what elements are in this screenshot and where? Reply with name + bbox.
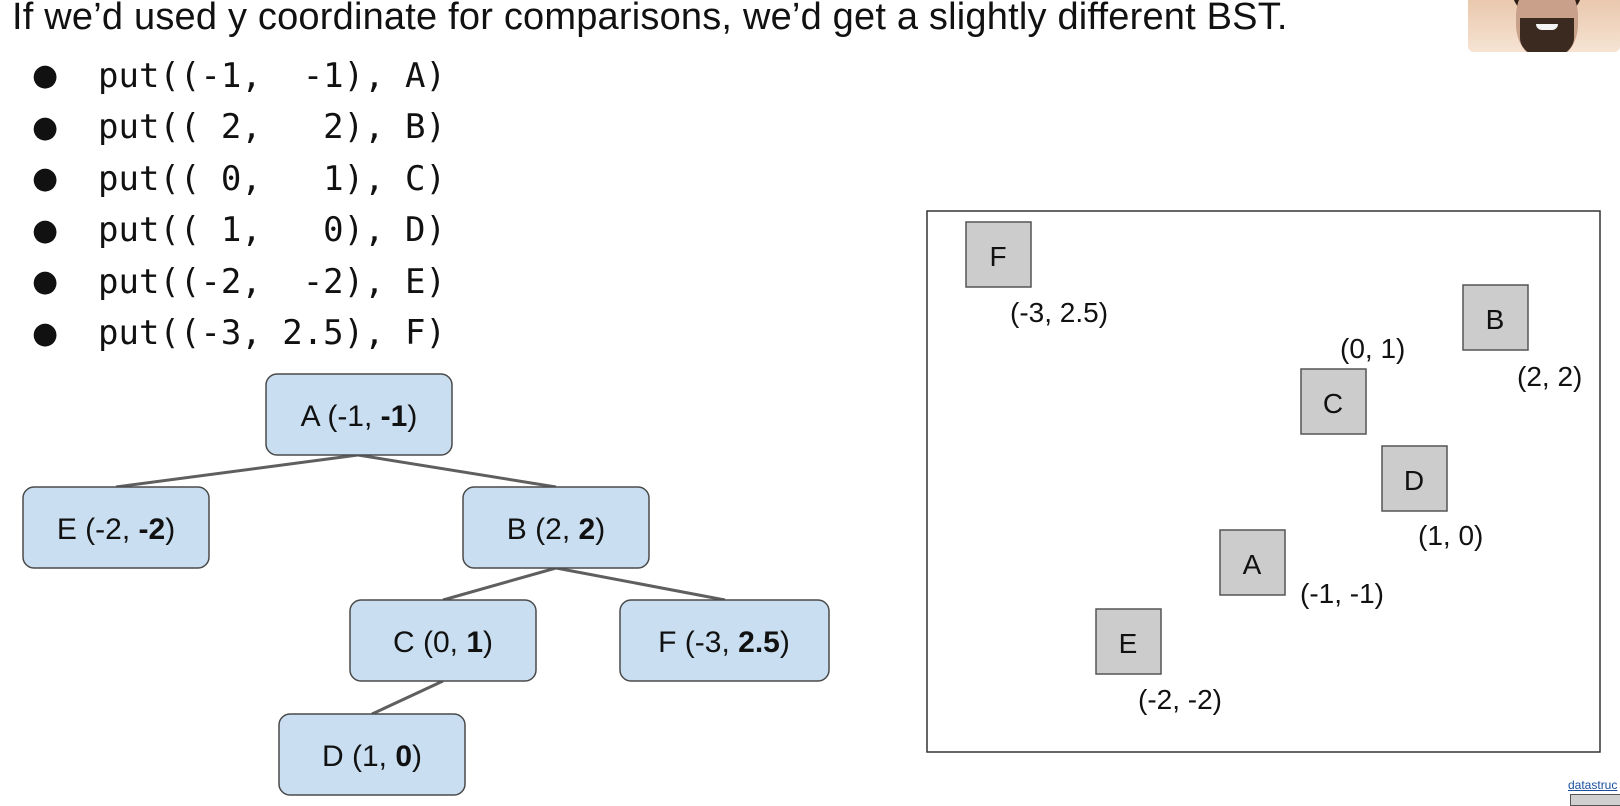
point-b: B (2, 2) [1462, 284, 1582, 392]
tree-node-e: E (-2, -2) [22, 486, 210, 569]
put-calls-list: ● put((-1, -1), A) ● put(( 2, 2), B) ● put(… [30, 50, 446, 359]
point-label: A [1243, 549, 1262, 580]
point-label: C [1323, 388, 1343, 419]
point-f: F (-3, 2.5) [965, 221, 1108, 328]
point-coordinate: (-2, -2) [1138, 684, 1222, 715]
put-call-item: ● put((-2, -2), E) [30, 256, 446, 308]
put-call-text: put((-1, -1), A) [98, 55, 446, 96]
bullet-icon: ● [32, 212, 59, 248]
tree-edge-a-b [357, 453, 557, 489]
tree-edge-b-c [442, 566, 557, 602]
tree-node-f: F (-3, 2.5) [619, 599, 830, 682]
tree-node-a: A (-1, -1) [265, 373, 453, 456]
put-call-item: ● put((-3, 2.5), F) [30, 308, 446, 360]
put-call-item: ● put((-1, -1), A) [30, 50, 446, 102]
tree-node-d: D (1, 0) [278, 713, 466, 796]
footer-watermark[interactable]: datastruc [1568, 778, 1618, 792]
tree-edge-a-e [115, 453, 359, 489]
put-call-item: ● put(( 2, 2), B) [30, 102, 446, 154]
tree-node-c: C (0, 1) [349, 599, 537, 682]
bullet-icon: ● [32, 109, 59, 145]
point-coordinate: (0, 1) [1340, 333, 1405, 364]
svg-text:E (-2, -2): E (-2, -2) [57, 513, 175, 546]
put-call-text: put(( 2, 2), B) [98, 107, 446, 148]
point-label: B [1486, 304, 1505, 335]
bst-tree-diagram: A (-1, -1) E (-2, -2) B (2, 2) C (0, 1) … [22, 373, 830, 796]
put-call-text: put((-3, 2.5), F) [98, 313, 446, 354]
put-call-item: ● put(( 1, 0), D) [30, 205, 446, 257]
bullet-icon: ● [32, 315, 59, 351]
put-call-text: put(( 0, 1), C) [98, 158, 446, 199]
license-badge-icon [1570, 794, 1620, 806]
put-call-text: put(( 1, 0), D) [98, 210, 446, 251]
point-c: C (0, 1) [1300, 333, 1405, 435]
point-coordinate: (2, 2) [1517, 361, 1582, 392]
bullet-icon: ● [32, 58, 59, 94]
put-call-item: ● put(( 0, 1), C) [30, 153, 446, 205]
svg-text:A (-1, -1): A (-1, -1) [301, 400, 418, 433]
bullet-icon: ● [32, 161, 59, 197]
point-d: D (1, 0) [1381, 445, 1483, 551]
coordinate-plane: F (-3, 2.5) B (2, 2) C (0, 1) D (1, 0) A… [926, 210, 1601, 753]
point-coordinate: (-1, -1) [1300, 578, 1384, 609]
tree-edge-c-d [371, 679, 444, 716]
tree-node-b: B (2, 2) [462, 486, 650, 569]
point-a: A (-1, -1) [1219, 529, 1384, 609]
point-label: E [1119, 628, 1138, 659]
svg-text:B (2, 2): B (2, 2) [507, 513, 605, 546]
svg-text:C (0, 1): C (0, 1) [393, 626, 493, 659]
point-e: E (-2, -2) [1095, 608, 1222, 715]
bullet-icon: ● [32, 264, 59, 300]
point-label: F [989, 241, 1006, 272]
svg-text:F (-3, 2.5): F (-3, 2.5) [658, 626, 790, 659]
svg-text:D (1, 0): D (1, 0) [322, 740, 422, 773]
slide-title: If we’d used y coordinate for comparison… [12, 0, 1288, 38]
point-label: D [1404, 465, 1424, 496]
tree-edge-b-f [555, 566, 726, 602]
put-call-text: put((-2, -2), E) [98, 261, 446, 302]
point-coordinate: (-3, 2.5) [1010, 297, 1108, 328]
point-coordinate: (1, 0) [1418, 520, 1483, 551]
presenter-webcam [1468, 0, 1620, 52]
